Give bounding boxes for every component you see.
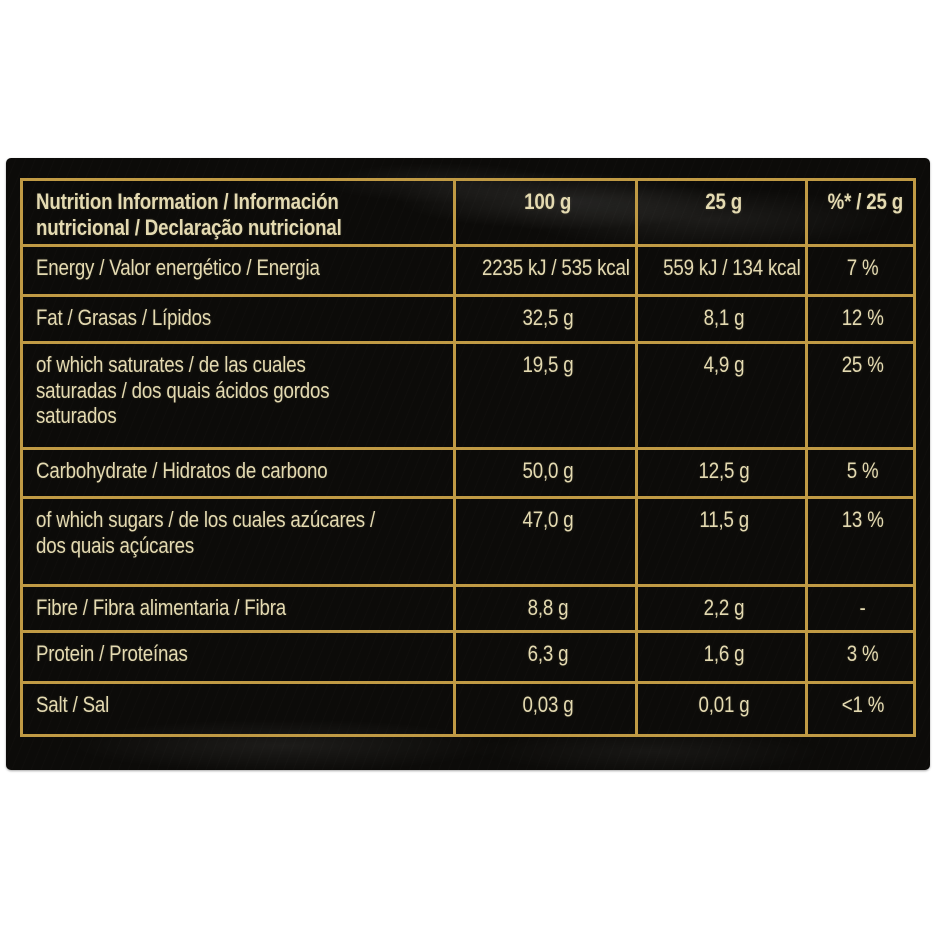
row-fat: Fat / Grasas / Lípidos 32,5 g 8,1 g 12 % (20, 294, 916, 345)
salt-per-25g: 0,01 g (635, 681, 808, 738)
fibre-per-100g: 8,8 g (453, 584, 638, 634)
fat-per-100g: 32,5 g (453, 294, 638, 345)
protein-per-100g: 6,3 g (453, 630, 638, 685)
nutrition-table: Nutrition Information / Información nutr… (20, 177, 916, 738)
salt-per-100g: 0,03 g (453, 681, 638, 738)
fibre-per-25g: 2,2 g (635, 584, 808, 634)
header-col-100g: 100 g (453, 177, 638, 248)
fibre-label: Fibre / Fibra alimentaria / Fibra (20, 584, 456, 634)
energy-label: Energy / Valor energético / Energia (20, 244, 456, 298)
saturates-per-25g: 4,9 g (635, 341, 808, 451)
row-energy: Energy / Valor energético / Energia 2235… (20, 244, 916, 298)
row-carbohydrate: Carbohydrate / Hidratos de carbono 50,0 … (20, 447, 916, 500)
carbohydrate-label: Carbohydrate / Hidratos de carbono (20, 447, 456, 500)
fat-percent-ri: 12 % (805, 294, 916, 345)
chocolate-package-label: Nutrition Information / Información nutr… (6, 158, 930, 770)
row-fibre: Fibre / Fibra alimentaria / Fibra 8,8 g … (20, 584, 916, 634)
protein-percent-ri: 3 % (805, 630, 916, 685)
sugars-percent-ri: 13 % (805, 496, 916, 588)
sugars-label: of which sugars / de los cuales azúcares… (20, 496, 456, 588)
header-col-25g: 25 g (635, 177, 808, 248)
energy-percent-ri: 7 % (805, 244, 916, 298)
energy-per-100g: 2235 kJ / 535 kcal (453, 244, 638, 298)
fat-label: Fat / Grasas / Lípidos (20, 294, 456, 345)
saturates-per-100g: 19,5 g (453, 341, 638, 451)
protein-label: Protein / Proteínas (20, 630, 456, 685)
salt-percent-ri: <1 % (805, 681, 916, 738)
sugars-per-25g: 11,5 g (635, 496, 808, 588)
carbohydrate-per-100g: 50,0 g (453, 447, 638, 500)
header-title-cell: Nutrition Information / Información nutr… (20, 177, 456, 248)
sugars-per-100g: 47,0 g (453, 496, 638, 588)
row-saturates: of which saturates / de las cuales satur… (20, 341, 916, 451)
row-salt: Salt / Sal 0,03 g 0,01 g <1 % (20, 681, 916, 738)
salt-label: Salt / Sal (20, 681, 456, 738)
row-sugars: of which sugars / de los cuales azúcares… (20, 496, 916, 588)
energy-per-25g: 559 kJ / 134 kcal (635, 244, 808, 298)
fibre-percent-ri: - (805, 584, 916, 634)
protein-per-25g: 1,6 g (635, 630, 808, 685)
header-col-percent-ri: %* / 25 g (805, 177, 916, 248)
carbohydrate-percent-ri: 5 % (805, 447, 916, 500)
fat-per-25g: 8,1 g (635, 294, 808, 345)
nutrition-table-header: Nutrition Information / Información nutr… (20, 177, 916, 248)
saturates-percent-ri: 25 % (805, 341, 916, 451)
saturates-label: of which saturates / de las cuales satur… (20, 341, 456, 451)
header-title: Nutrition Information / Información nutr… (36, 189, 342, 240)
row-protein: Protein / Proteínas 6,3 g 1,6 g 3 % (20, 630, 916, 685)
carbohydrate-per-25g: 12,5 g (635, 447, 808, 500)
